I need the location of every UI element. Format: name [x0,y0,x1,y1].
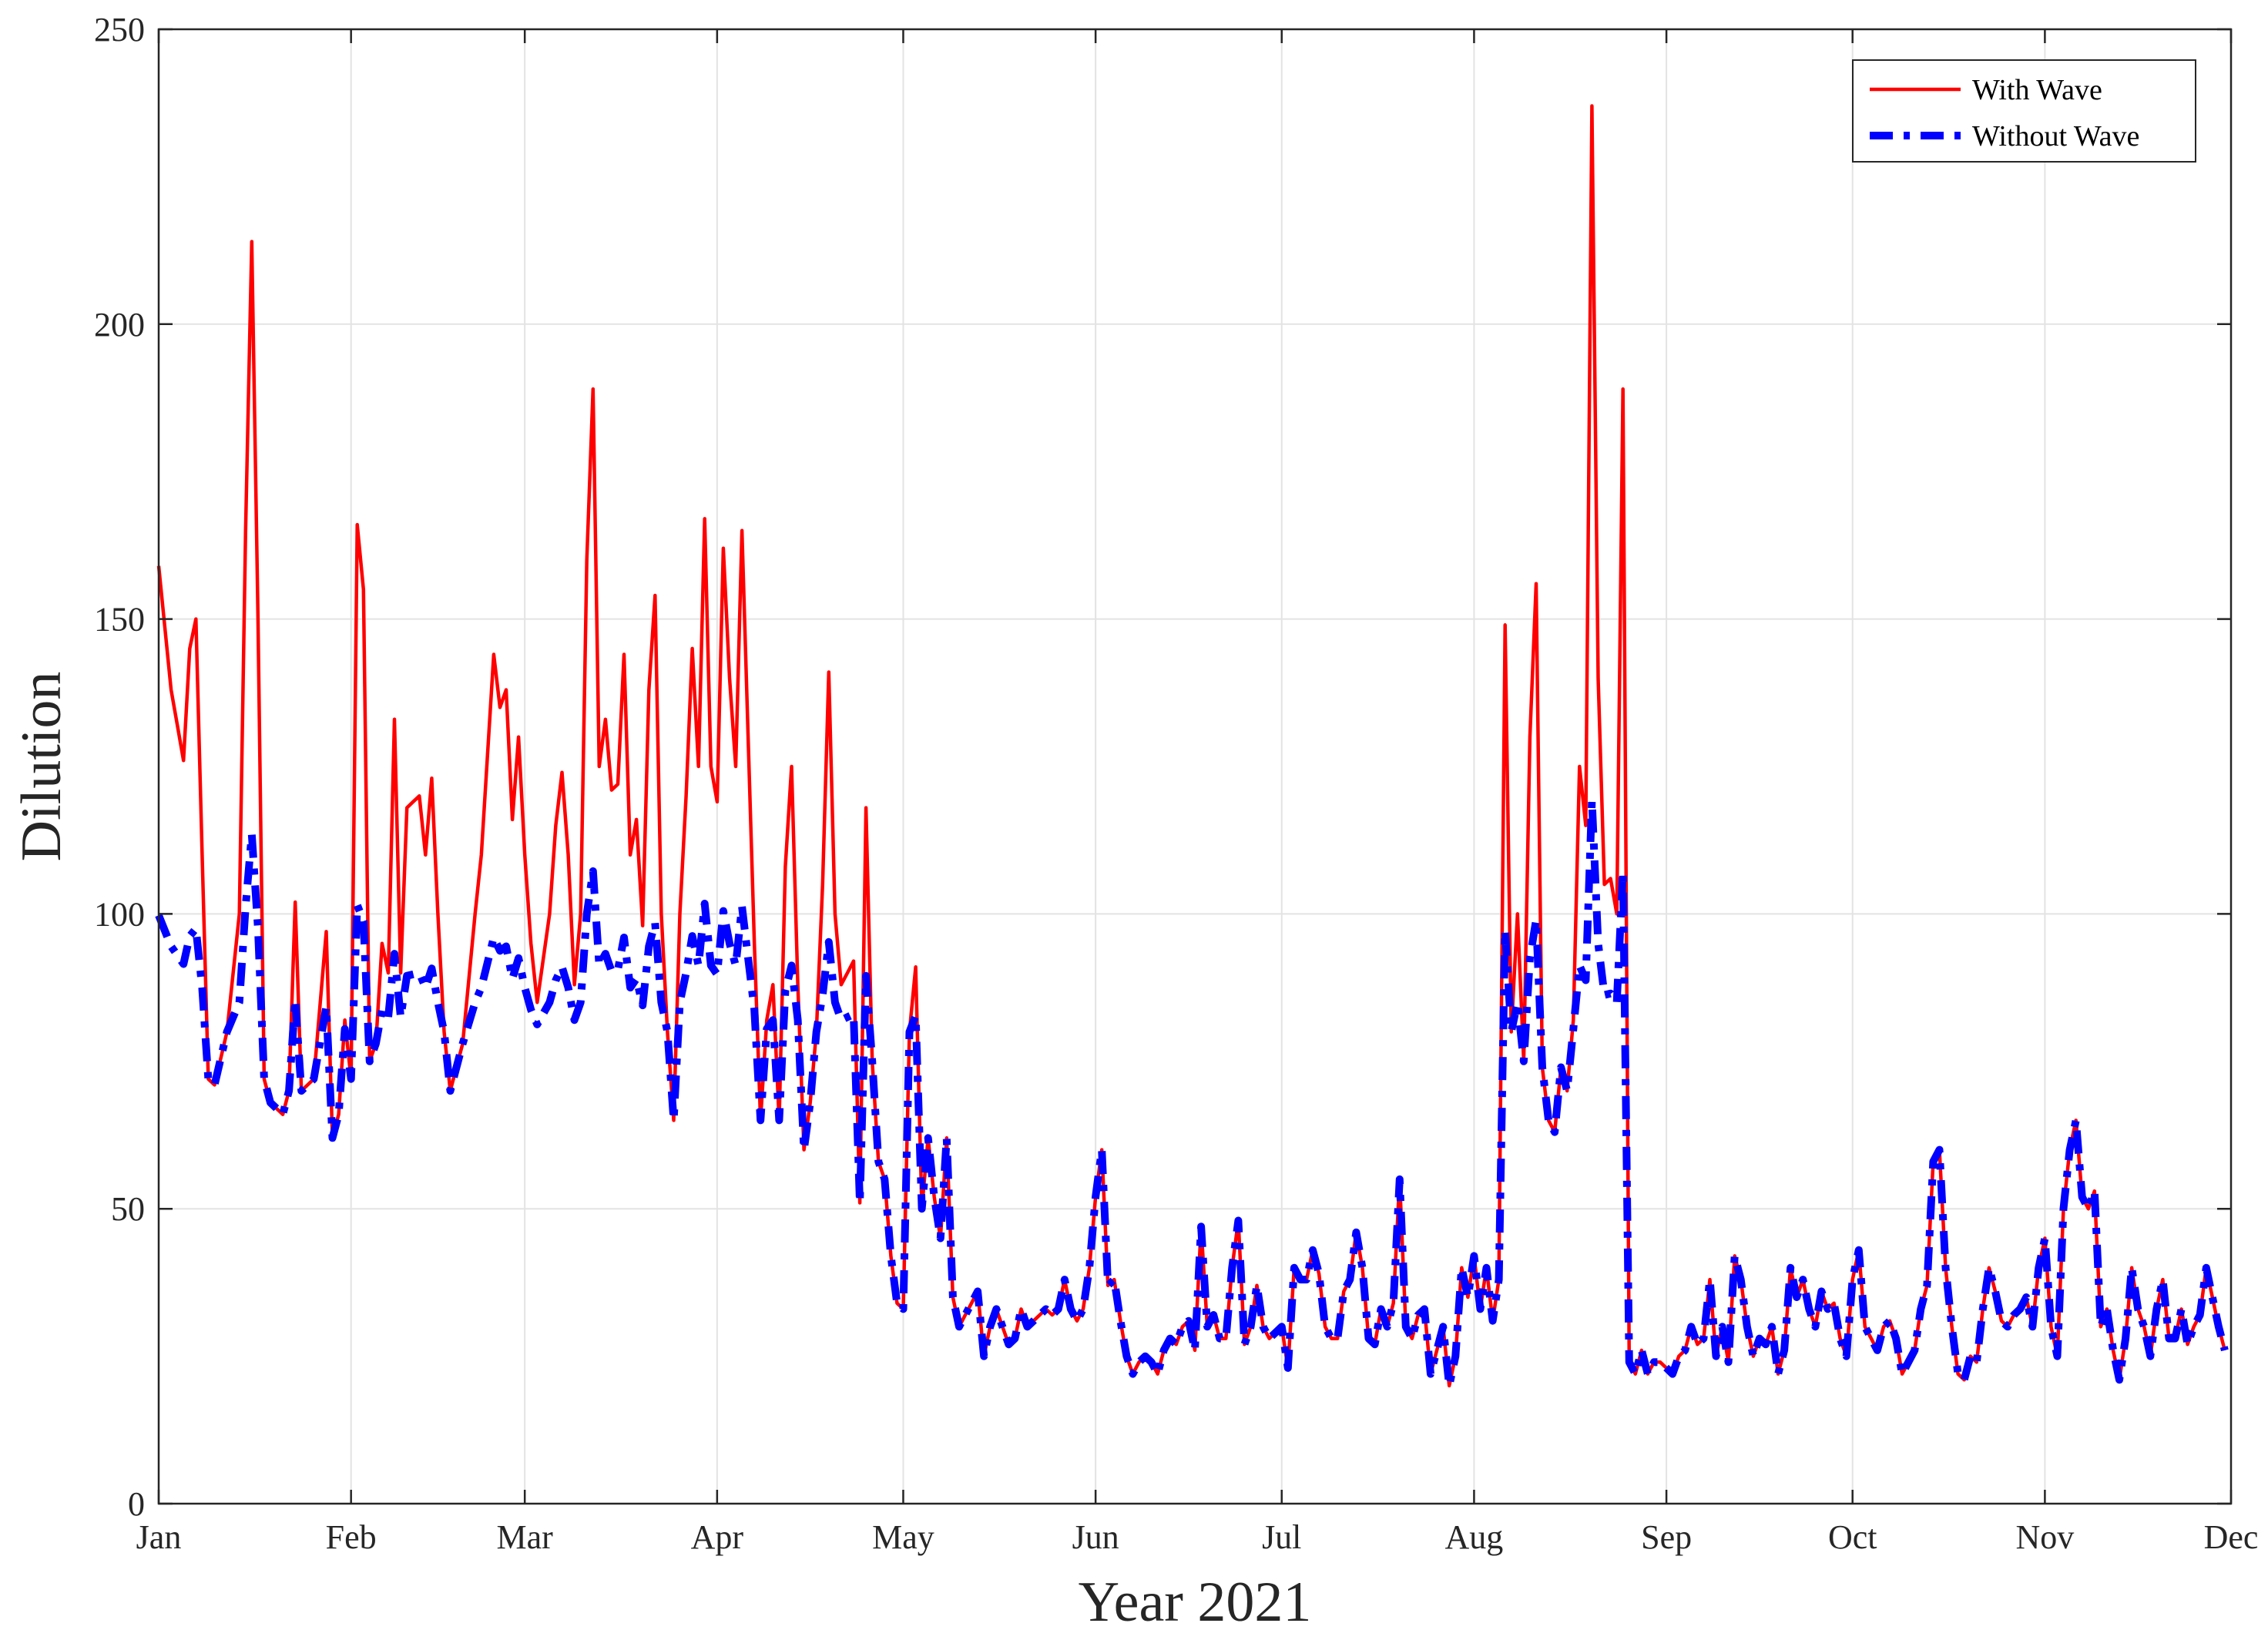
x-tick-label: Jun [1072,1518,1119,1556]
x-tick-label: Aug [1445,1518,1504,1556]
x-tick-label: Feb [326,1518,377,1556]
series-line-without-wave [155,797,2229,1390]
y-tick-label: 150 [94,601,145,639]
x-tick-label: Jan [136,1518,182,1556]
axes-frame [157,28,2233,1505]
legend-label-without-wave: Without Wave [1972,120,2139,153]
x-tick-label: Nov [2015,1518,2074,1556]
x-tick-label: Oct [1828,1518,1877,1556]
legend-box [1852,59,2196,163]
axis-ticks [157,28,2233,1505]
x-tick-label: Dec [2204,1518,2259,1556]
y-tick-label: 100 [94,895,145,933]
x-axis-title: Year 2021 [1079,1571,1312,1634]
legend-label-with-wave: With Wave [1972,74,2102,106]
axis-tick-labels: 0 50 100 150 200 250 Jan Feb Mar Apr May Jun Jul Aug S… [94,11,2258,1556]
x-tick-label: Mar [497,1518,554,1556]
y-tick-label: 50 [111,1190,145,1228]
y-tick-label: 250 [94,11,145,49]
plot-area [159,29,2231,1504]
x-tick-label: Sep [1641,1518,1692,1556]
x-tick-label: May [872,1518,934,1556]
y-tick-label: 200 [94,306,145,344]
y-tick-label: 0 [128,1485,145,1523]
x-tick-label: Jul [1262,1518,1301,1556]
x-tick-label: Apr [691,1518,744,1556]
series-layer [155,104,2229,1390]
y-axis-title: Dilution [10,672,73,862]
legend: With Wave Without Wave [1852,59,2196,163]
